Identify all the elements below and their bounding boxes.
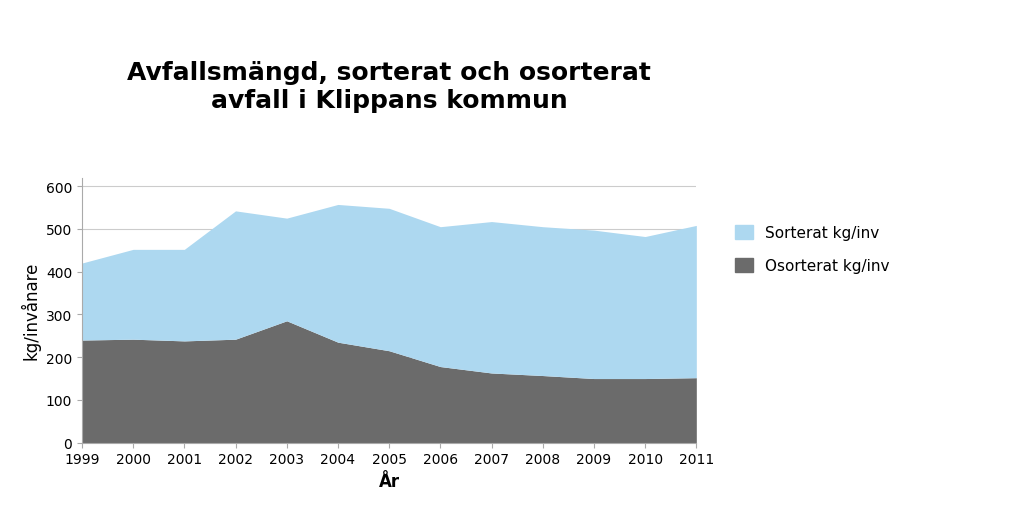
Y-axis label: kg/invånare: kg/invånare [20,262,40,359]
X-axis label: År: År [379,472,399,490]
Text: Avfallsmängd, sorterat och osorterat
avfall i Klippans kommun: Avfallsmängd, sorterat och osorterat avf… [127,61,651,113]
Legend: Sorterat kg/inv, Osorterat kg/inv: Sorterat kg/inv, Osorterat kg/inv [734,225,890,274]
